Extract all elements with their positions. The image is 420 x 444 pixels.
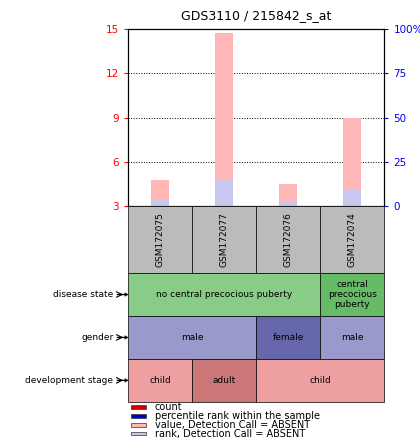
Text: GSM172075: GSM172075 bbox=[156, 212, 165, 267]
Text: GSM172074: GSM172074 bbox=[348, 212, 357, 267]
Bar bbox=[131, 423, 146, 427]
Text: adult: adult bbox=[213, 376, 236, 385]
Bar bbox=[128, 273, 320, 316]
Bar bbox=[131, 405, 146, 409]
Text: male: male bbox=[181, 333, 203, 342]
Text: GSM172076: GSM172076 bbox=[284, 212, 293, 267]
Text: GSM172077: GSM172077 bbox=[220, 212, 228, 267]
Text: no central precocious puberty: no central precocious puberty bbox=[156, 290, 292, 299]
Bar bbox=[256, 206, 320, 273]
Bar bbox=[192, 206, 256, 273]
Text: central
precocious
puberty: central precocious puberty bbox=[328, 280, 377, 309]
Text: child: child bbox=[310, 376, 331, 385]
Bar bbox=[343, 118, 361, 206]
Bar bbox=[320, 273, 384, 316]
Text: disease state: disease state bbox=[53, 290, 113, 299]
Text: child: child bbox=[149, 376, 171, 385]
Bar bbox=[256, 316, 320, 359]
Text: female: female bbox=[273, 333, 304, 342]
Bar bbox=[128, 316, 256, 359]
Text: male: male bbox=[341, 333, 364, 342]
Bar bbox=[279, 184, 297, 206]
Bar bbox=[279, 202, 297, 206]
Bar bbox=[128, 359, 192, 402]
Bar bbox=[128, 206, 192, 273]
Text: count: count bbox=[155, 402, 182, 412]
Text: development stage: development stage bbox=[25, 376, 113, 385]
Bar bbox=[192, 359, 256, 402]
Bar bbox=[131, 432, 146, 436]
Text: value, Detection Call = ABSENT: value, Detection Call = ABSENT bbox=[155, 420, 310, 430]
Bar bbox=[343, 189, 361, 206]
Bar bbox=[215, 33, 233, 206]
Bar bbox=[256, 359, 384, 402]
Bar bbox=[131, 414, 146, 418]
Text: rank, Detection Call = ABSENT: rank, Detection Call = ABSENT bbox=[155, 428, 305, 439]
Bar bbox=[151, 199, 169, 206]
Text: GDS3110 / 215842_s_at: GDS3110 / 215842_s_at bbox=[181, 9, 331, 22]
Bar bbox=[320, 206, 384, 273]
Text: gender: gender bbox=[81, 333, 113, 342]
Bar bbox=[151, 180, 169, 206]
Text: percentile rank within the sample: percentile rank within the sample bbox=[155, 411, 320, 421]
Bar bbox=[215, 180, 233, 206]
Bar bbox=[320, 316, 384, 359]
